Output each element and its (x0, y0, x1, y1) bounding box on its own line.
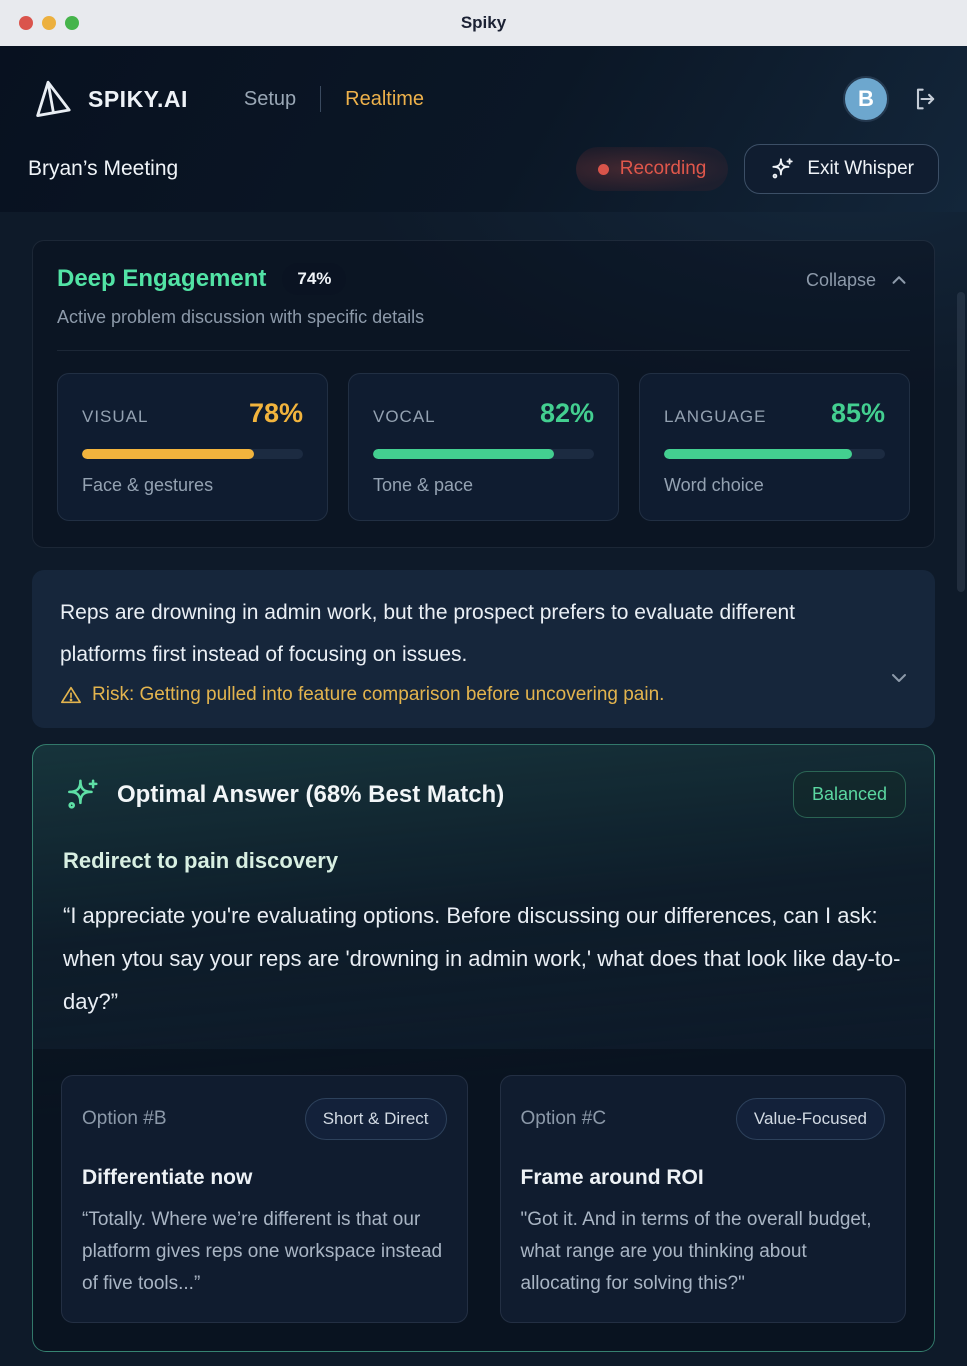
optimal-answer-card: Optimal Answer (68% Best Match) Balanced… (32, 744, 935, 1352)
metric-desc: Face & gestures (82, 475, 214, 495)
warning-icon (60, 684, 82, 706)
avatar[interactable]: B (843, 76, 889, 122)
option-label: Option #B (82, 1108, 167, 1129)
chevron-up-icon (888, 269, 910, 291)
option-label: Option #C (520, 1108, 607, 1129)
progress-bar (664, 449, 885, 459)
exit-whisper-button[interactable]: Exit Whisper (744, 144, 939, 194)
progress-bar-fill (664, 449, 852, 459)
option-style-badge: Short & Direct (304, 1098, 447, 1140)
metric-desc: Word choice (664, 475, 764, 495)
divider (57, 350, 910, 351)
collapse-button[interactable]: Collapse (806, 263, 910, 291)
minimize-window-button[interactable] (42, 16, 56, 30)
meeting-title: Bryan’s Meeting (28, 157, 179, 180)
metric-value: 85% (830, 398, 885, 428)
metric-label: VISUAL (82, 407, 149, 426)
sparkles-icon (769, 156, 795, 182)
spiky-logo-icon (28, 76, 74, 122)
metric-card-visual: VISUAL 78% Face & gestures (57, 373, 328, 521)
progress-bar (373, 449, 594, 459)
window-controls (19, 16, 79, 30)
optimal-title: Optimal Answer (68% Best Match) (117, 780, 505, 808)
main-content: Deep Engagement 74% Active problem discu… (0, 212, 967, 1366)
engagement-panel: Deep Engagement 74% Active problem discu… (32, 240, 935, 548)
option-card-c[interactable]: Option #C Value-Focused Frame around ROI… (499, 1075, 906, 1323)
nav-divider (320, 86, 322, 112)
engagement-title: Deep Engagement (57, 265, 267, 292)
option-quote: “Totally. Where we’re different is that … (82, 1209, 443, 1294)
progress-bar-fill (373, 449, 555, 459)
sparkles-icon (63, 776, 101, 814)
brand: SPIKY.AI (28, 76, 188, 122)
optimal-heading: Redirect to pain discovery (63, 848, 339, 873)
metric-label: VOCAL (373, 407, 436, 426)
balanced-badge[interactable]: Balanced (792, 771, 906, 818)
options-row: Option #B Short & Direct Differentiate n… (33, 1049, 934, 1351)
option-heading: Frame around ROI (520, 1166, 704, 1189)
option-style-badge: Value-Focused (735, 1098, 885, 1140)
brand-name: SPIKY.AI (88, 85, 188, 112)
metric-card-language: LANGUAGE 85% Word choice (639, 373, 910, 521)
close-window-button[interactable] (19, 16, 33, 30)
progress-bar (82, 449, 303, 459)
collapse-label: Collapse (805, 269, 876, 290)
scrollbar (957, 282, 965, 1312)
engagement-score-badge: 74% (282, 263, 347, 295)
metrics-row: VISUAL 78% Face & gestures VOCAL 82% (57, 373, 910, 521)
option-heading: Differentiate now (82, 1166, 253, 1189)
window-title: Spiky (460, 13, 507, 32)
main-nav: Setup Realtime (244, 86, 424, 112)
scrollbar-thumb[interactable] (957, 292, 965, 592)
nav-realtime[interactable]: Realtime (345, 87, 425, 110)
recording-dot-icon (597, 163, 609, 175)
logout-icon[interactable] (911, 85, 939, 113)
chevron-down-icon[interactable] (887, 666, 911, 690)
summary-text: Reps are drowning in admin work, but the… (60, 601, 796, 666)
nav-setup[interactable]: Setup (243, 87, 297, 110)
titlebar: Spiky (0, 0, 967, 46)
exit-whisper-label: Exit Whisper (807, 158, 914, 179)
optimal-quote: “I appreciate you're evaluating options.… (63, 903, 901, 1014)
metric-label: LANGUAGE (664, 407, 767, 426)
metric-value: 82% (539, 398, 594, 428)
app-header: SPIKY.AI Setup Realtime B Bryan’s Mee (0, 46, 967, 212)
recording-badge: Recording (575, 147, 729, 191)
option-card-b[interactable]: Option #B Short & Direct Differentiate n… (61, 1075, 468, 1323)
option-quote: "Got it. And in terms of the overall bud… (520, 1209, 872, 1294)
risk-text: Risk: Getting pulled into feature compar… (92, 684, 665, 705)
recording-label: Recording (619, 158, 707, 179)
zoom-window-button[interactable] (65, 16, 79, 30)
progress-bar-fill (82, 449, 255, 459)
metric-value: 78% (248, 398, 303, 428)
metric-desc: Tone & pace (373, 475, 474, 495)
metric-card-vocal: VOCAL 82% Tone & pace (348, 373, 619, 521)
summary-card: Reps are drowning in admin work, but the… (32, 570, 935, 728)
engagement-subtitle: Active problem discussion with specific … (57, 307, 425, 327)
